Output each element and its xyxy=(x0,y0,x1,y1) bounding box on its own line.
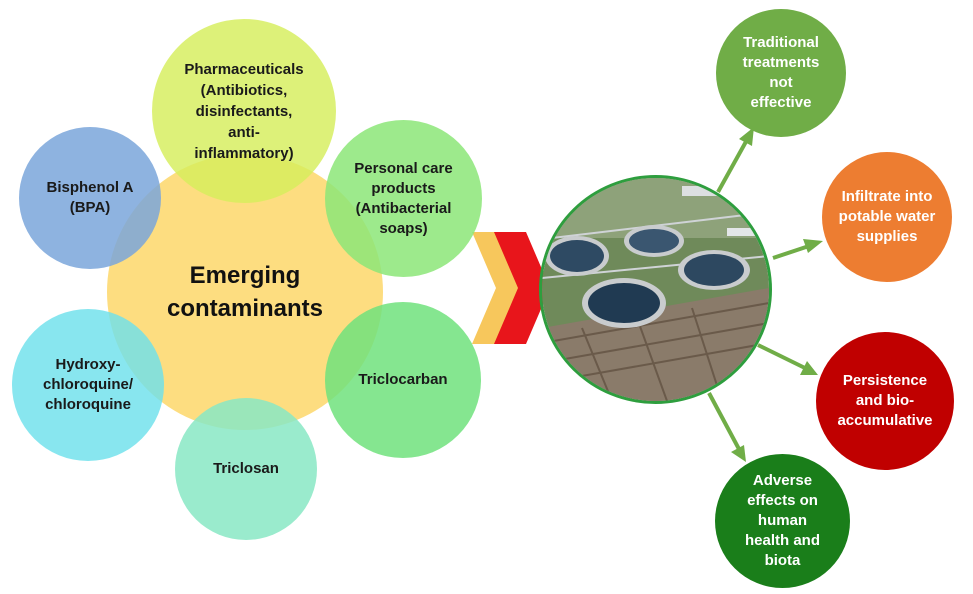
outcome-infiltrate-line-3: supplies xyxy=(856,228,918,245)
pharmaceuticals-label: Pharmaceuticals (Antibiotics, disinfecta… xyxy=(184,59,303,164)
outcome-adverse-line-2: effects on xyxy=(747,492,818,509)
outcome-persistence-line-2: and bio- xyxy=(855,392,915,409)
outcome-traditional-treatments: Traditional treatments not effective xyxy=(716,9,846,137)
center-line-2: contaminants xyxy=(166,295,324,322)
outcome-persistence: Persistence and bio- accumulative xyxy=(816,332,954,470)
outcome-infiltrate: Infiltrate into potable water supplies xyxy=(822,152,952,282)
outcome-persistence-label: Persistence and bio- accumulative xyxy=(837,371,932,431)
triclosan-label: Triclosan xyxy=(213,460,279,477)
arrow-to-adverse xyxy=(707,392,742,452)
outcome-adverse-line-4: health and xyxy=(744,532,820,549)
outcome-infiltrate-label: Infiltrate into potable water supplies xyxy=(839,187,936,247)
personal-care-line-1: Personal care xyxy=(354,159,453,177)
center-line-1: Emerging xyxy=(189,262,301,289)
hydroxychloroquine-line-1: Hydroxy- xyxy=(55,356,121,373)
outcome-persistence-line-3: accumulative xyxy=(837,412,933,429)
personal-care-products-bubble: Personal care products (Antibacterial so… xyxy=(325,120,482,277)
triclocarban-label: Triclocarban xyxy=(358,371,448,388)
outcome-adverse-label: Adverse effects on human health and biot… xyxy=(745,471,820,571)
personal-care-line-4: soaps) xyxy=(379,219,428,237)
outcome-infiltrate-line-1: Infiltrate into xyxy=(841,188,933,205)
outcome-adverse-effects: Adverse effects on human health and biot… xyxy=(715,454,850,588)
arrow-to-infiltrate xyxy=(772,243,813,260)
pharmaceuticals-line-1: Pharmaceuticals xyxy=(184,60,304,78)
pharmaceuticals-line-5: inflammatory) xyxy=(194,144,294,162)
arrow-to-traditional xyxy=(716,137,750,193)
personal-care-line-2: products xyxy=(371,179,436,197)
outcome-traditional-line-3: not xyxy=(769,74,793,91)
pharmaceuticals-line-3: disinfectants, xyxy=(195,102,293,120)
outcome-traditional-line-2: treatments xyxy=(742,54,820,71)
pharmaceuticals-line-4: anti- xyxy=(228,123,260,141)
arrow-head-traditional-icon xyxy=(739,127,754,146)
triclosan-bubble: Triclosan xyxy=(175,398,317,540)
bisphenol-a-bubble: Bisphenol A (BPA) xyxy=(19,127,161,269)
outcome-traditional-label: Traditional treatments not effective xyxy=(743,33,820,113)
bisphenol-a-label: Bisphenol A (BPA) xyxy=(47,178,134,218)
outcome-adverse-line-5: biota xyxy=(764,552,801,569)
personal-care-line-3: (Antibacterial xyxy=(355,199,452,217)
outcome-traditional-line-4: effective xyxy=(750,94,812,111)
hydroxychloroquine-line-2: chloroquine/ xyxy=(43,376,133,393)
arrow-head-persistence-icon xyxy=(800,361,818,375)
hydroxychloroquine-label: Hydroxy- chloroquine/ chloroquine xyxy=(43,355,133,415)
bisphenol-a-line-2: (BPA) xyxy=(69,199,111,216)
arrow-head-infiltrate-icon xyxy=(803,239,823,253)
hydroxychloroquine-line-3: chloroquine xyxy=(45,396,131,413)
treatment-plant-illustration xyxy=(542,178,769,401)
hydroxychloroquine-bubble: Hydroxy- chloroquine/ chloroquine xyxy=(12,309,164,461)
emerging-contaminants-label: Emerging contaminants xyxy=(167,259,323,325)
arrow-head-adverse-icon xyxy=(731,445,746,462)
outcome-traditional-line-1: Traditional xyxy=(743,34,819,51)
treatment-plant-image xyxy=(539,175,772,404)
pharmaceuticals-line-2: (Antibiotics, xyxy=(200,81,288,99)
outcome-persistence-line-1: Persistence xyxy=(842,372,928,389)
personal-care-products-label: Personal care products (Antibacterial so… xyxy=(354,159,452,239)
outcome-arrows xyxy=(707,127,823,462)
pharmaceuticals-bubble: Pharmaceuticals (Antibiotics, disinfecta… xyxy=(152,19,336,203)
outcome-adverse-line-3: human xyxy=(757,512,808,529)
chevron-red-icon xyxy=(494,232,550,344)
triclocarban-bubble: Triclocarban xyxy=(325,302,481,458)
outcome-infiltrate-line-2: potable water xyxy=(838,208,936,225)
outcome-adverse-line-1: Adverse xyxy=(752,472,813,489)
bisphenol-a-line-1: Bisphenol A xyxy=(46,179,134,196)
clarifier-tanks xyxy=(545,225,750,328)
arrow-to-persistence xyxy=(757,343,808,371)
